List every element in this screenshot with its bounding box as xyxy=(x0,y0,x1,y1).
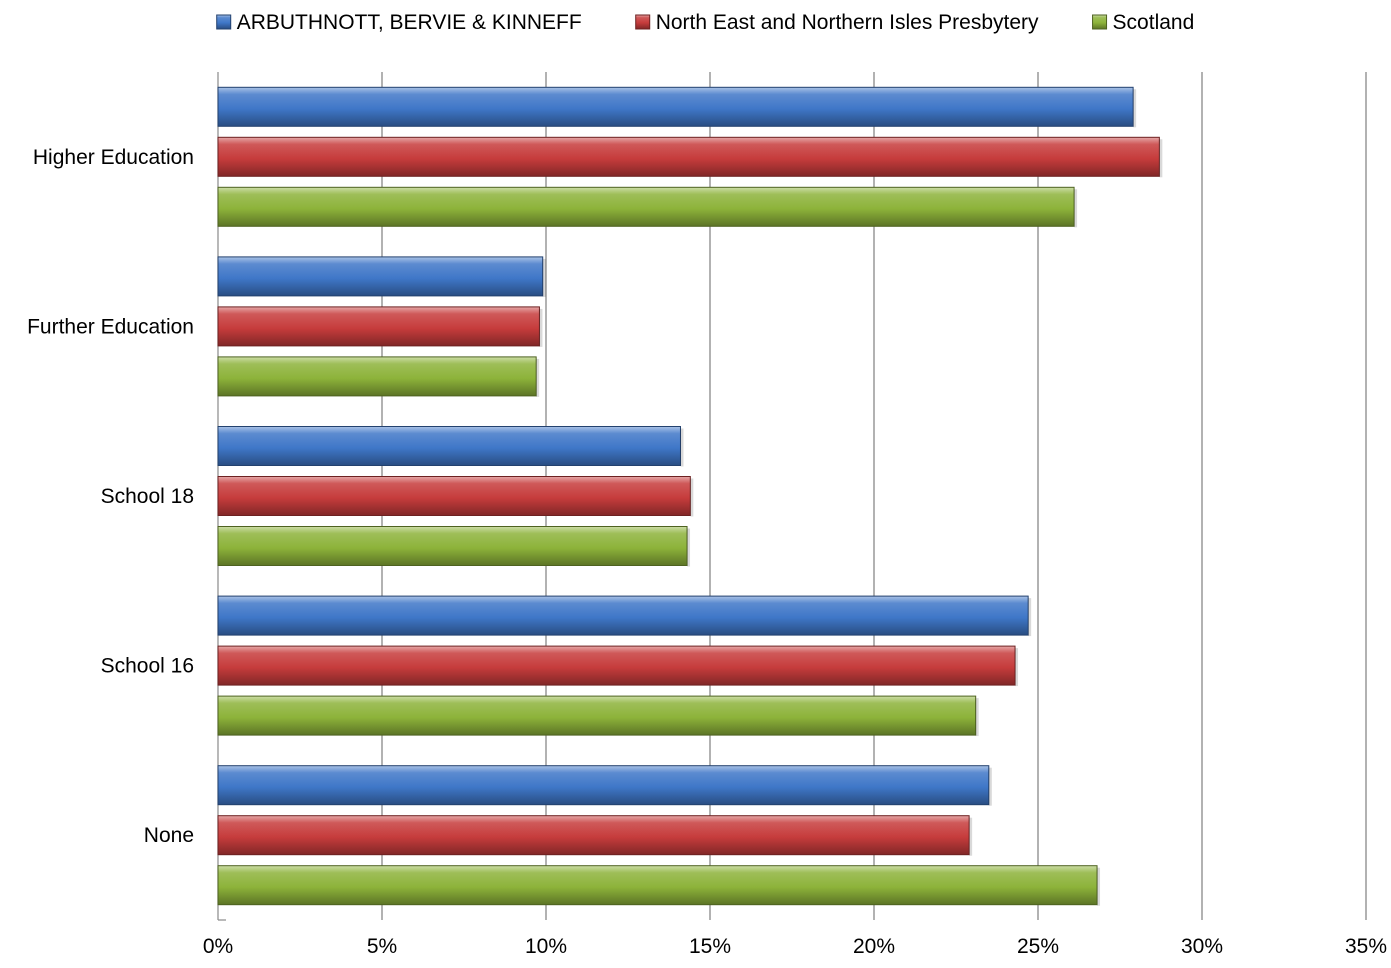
category-label: None xyxy=(144,824,194,847)
bar-shadow xyxy=(539,308,543,347)
bar-shadow xyxy=(975,698,979,737)
bar xyxy=(217,695,977,736)
category-label: School 18 xyxy=(101,485,194,508)
bar-shadow xyxy=(1028,598,1032,637)
bar xyxy=(217,136,1160,177)
bar xyxy=(217,765,990,806)
bar-shadow xyxy=(969,817,973,856)
bar xyxy=(217,256,544,297)
legend-swatch xyxy=(1092,14,1108,30)
bar-shadow xyxy=(1074,189,1078,228)
bar xyxy=(217,86,1134,127)
bar xyxy=(217,186,1075,227)
bar xyxy=(217,526,688,566)
x-tick-label: 10% xyxy=(525,935,567,958)
bar-shadow xyxy=(680,428,684,467)
bar xyxy=(217,306,540,347)
x-tick-label: 35% xyxy=(1345,935,1387,958)
bar xyxy=(217,645,1016,686)
bar xyxy=(217,595,1029,636)
bars xyxy=(217,86,1163,906)
bar-shadow xyxy=(536,358,540,397)
bar-shadow xyxy=(690,478,694,517)
x-tick-label: 15% xyxy=(689,935,731,958)
bar xyxy=(217,356,537,397)
legend: ARBUTHNOTT, BERVIE & KINNEFF North East a… xyxy=(216,11,1195,34)
x-axis-tick-labels: 0% 5% 10% 15% 20% 25% 30% 35% xyxy=(203,935,1387,958)
category-label: Further Education xyxy=(27,315,194,338)
bar xyxy=(217,865,1098,906)
x-tick-label: 20% xyxy=(853,935,895,958)
x-tick-label: 5% xyxy=(367,935,397,958)
bar-shadow xyxy=(687,528,691,567)
bar xyxy=(217,815,970,856)
legend-swatch xyxy=(635,14,651,30)
bar-shadow xyxy=(988,767,992,806)
bar-shadow xyxy=(1133,89,1137,128)
legend-label: North East and Northern Isles Presbytery xyxy=(656,11,1039,34)
category-labels: Higher Education Further Education School … xyxy=(27,146,194,847)
category-label: School 16 xyxy=(101,655,194,678)
legend-label: ARBUTHNOTT, BERVIE & KINNEFF xyxy=(237,11,582,34)
bar-shadow xyxy=(542,258,546,297)
x-tick-label: 30% xyxy=(1181,935,1223,958)
legend-swatch xyxy=(216,14,232,30)
bar-shadow xyxy=(1097,867,1101,906)
x-tick-label: 0% xyxy=(203,935,233,958)
bar xyxy=(217,426,681,466)
x-tick-label: 25% xyxy=(1017,935,1059,958)
bar-shadow xyxy=(1015,648,1019,687)
legend-label: Scotland xyxy=(1113,11,1195,34)
bar xyxy=(217,476,691,516)
bar-shadow xyxy=(1159,139,1163,178)
category-label: Higher Education xyxy=(33,146,194,169)
